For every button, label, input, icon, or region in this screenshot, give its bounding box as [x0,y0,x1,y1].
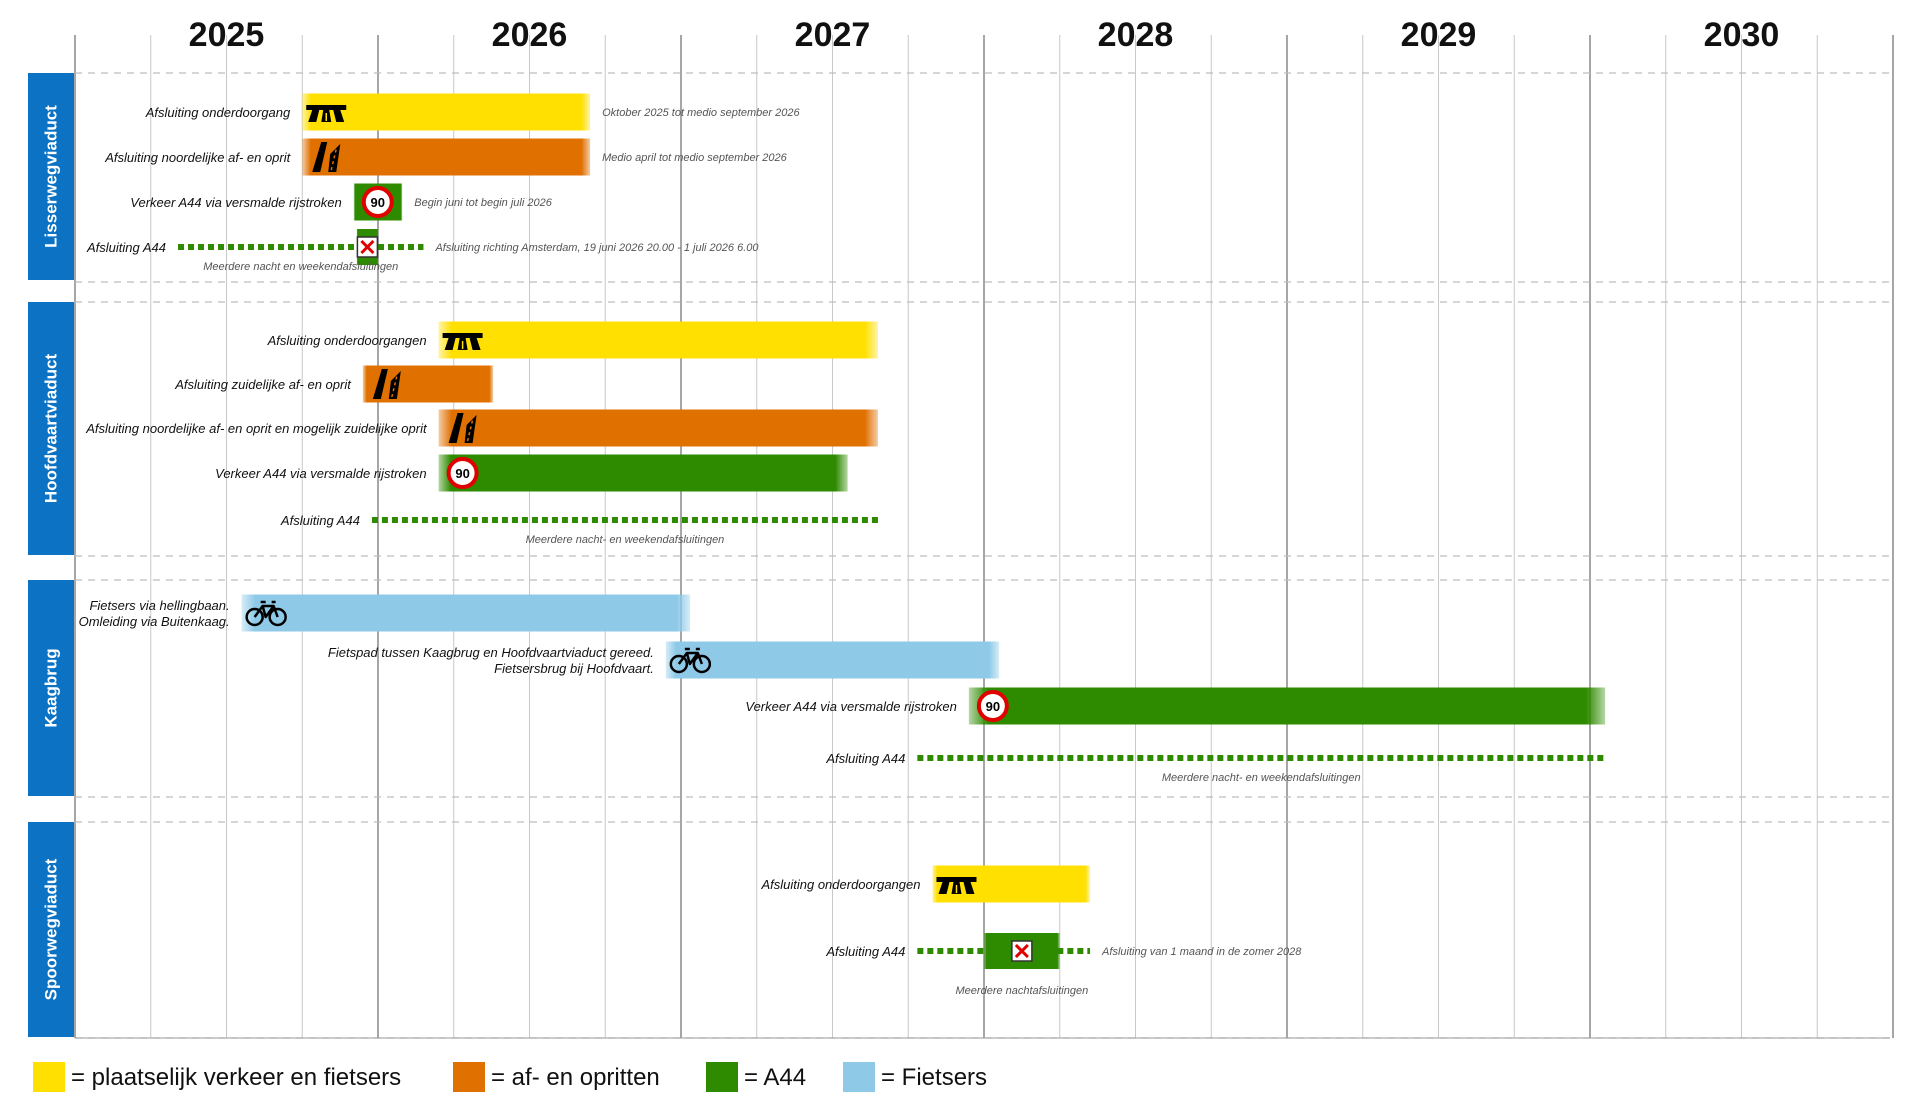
year-label: 2029 [1401,16,1477,54]
activity-bar [438,454,848,492]
timeline-row: Afsluiting noordelijke af- en oprit Medio… [104,138,788,176]
row-label: Afsluiting A44 [280,513,360,528]
activity-bar [302,138,591,176]
legend-swatch [33,1062,65,1092]
timeline-row: Afsluiting A44 Meerdere nacht- en weekend… [825,751,1606,784]
row-label: Afsluiting A44 [86,240,166,255]
ramp-icon [372,369,401,399]
timeline-row: Afsluiting onderdoorgang Oktober 2025 tot… [145,93,800,131]
section-title: Kaagbrug [42,648,61,727]
activity-bar [665,641,1000,679]
row-note: Afsluiting van 1 maand in de zomer 2028 [1101,946,1302,958]
row-label: Afsluiting A44 [825,944,905,959]
row-label: Omleiding via Buitenkaag. [79,614,230,629]
row-note: Afsluiting richting Amsterdam, 19 juni 2… [434,242,759,254]
row-note: Medio april tot medio september 2026 [602,152,788,164]
row-subnote: Meerdere nacht- en weekendafsluitingen [1162,772,1361,784]
section-tab [28,73,74,280]
svg-text:90: 90 [986,699,1000,714]
row-subnote: Meerdere nacht- en weekendafsluitingen [526,534,725,546]
timeline-row: Afsluiting A44 Meerdere nacht- en weekend… [280,513,878,546]
year-label: 2027 [795,16,871,54]
section: Hoofdvaartviaduct Afsluiting onderdoorgan… [28,302,878,555]
bicycle-icon [669,647,712,674]
section-tab [28,302,74,555]
speed-90-icon: 90 [976,690,1009,722]
timeline-row: 90 Verkeer A44 via versmalde rijstroken [215,454,848,492]
section: Spoorwegviaduct Afsluiting onderdoorgange… [28,822,1302,1037]
legend-label: = af- en opritten [491,1064,660,1091]
section-tab [28,580,74,796]
activity-bar [438,409,878,447]
row-label: Afsluiting onderdoorgangen [760,877,920,892]
legend-swatch [706,1062,738,1092]
svg-text:90: 90 [371,195,385,210]
row-label: Fietsers via hellingbaan. [89,598,229,613]
year-label: 2028 [1098,16,1174,54]
row-label: Fietspad tussen Kaagbrug en Hoofdvaartvi… [328,645,654,660]
row-label: Afsluiting noordelijke af- en oprit [104,150,291,165]
legend-label: = Fietsers [881,1064,987,1091]
row-label: Afsluiting A44 [825,751,905,766]
row-label: Afsluiting zuidelijke af- en oprit [174,377,352,392]
legend-label: = plaatselijk verkeer en fietsers [71,1064,401,1091]
year-label: 2030 [1704,16,1780,54]
timeline-row: Afsluiting zuidelijke af- en oprit [174,365,494,403]
closure-x-icon [1011,940,1033,962]
row-label: Verkeer A44 via versmalde rijstroken [130,195,341,210]
svg-text:90: 90 [455,466,469,481]
underpass-icon [306,105,347,122]
speed-90-icon: 90 [361,186,394,218]
year-label: 2026 [492,16,568,54]
row-subnote: Meerdere nachtafsluitingen [956,985,1089,997]
ramp-icon [312,142,341,172]
row-label: Fietsersbrug bij Hoofdvaart. [494,661,654,676]
timeline-row: 90 Verkeer A44 via versmalde rijstroken [745,687,1606,725]
section-title: Lisserwegviaduct [42,105,61,248]
row-label: Afsluiting noordelijke af- en oprit en m… [85,421,428,436]
bicycle-icon [245,600,287,627]
legend: = plaatselijk verkeer en fietsers = af- e… [33,1062,987,1092]
section-title: Hoofdvaartviaduct [42,354,61,504]
speed-90-icon: 90 [446,457,479,489]
underpass-icon [936,877,977,894]
activity-bar [438,321,878,359]
row-label: Afsluiting onderdoorgang [145,105,291,120]
timeline-row: Afsluiting onderdoorgangen [267,321,878,359]
timeline-row: Fietspad tussen Kaagbrug en Hoofdvaartvi… [328,641,1000,679]
timeline-row: Afsluiting onderdoorgangen [760,865,1091,903]
legend-swatch [843,1062,875,1092]
timeline-row: Afsluiting A44 Afsluiting richting Amster… [86,229,759,273]
row-label: Afsluiting onderdoorgangen [267,333,427,348]
timeline-row: Afsluiting A44 Afsluiting van 1 maand in … [825,933,1302,997]
underpass-icon [442,333,483,350]
timeline-row: Afsluiting noordelijke af- en oprit en m… [85,409,878,447]
section: Lisserwegviaduct Afsluiting onderdoorgang… [28,73,800,280]
ramp-icon [448,413,477,443]
closure-x-icon [356,236,379,258]
row-label: Verkeer A44 via versmalde rijstroken [215,466,426,481]
timeline-row: Fietsers via hellingbaan.Omleiding via B… [79,594,691,632]
row-subnote: Meerdere nacht en weekendafsluitingen [203,261,398,273]
row-label: Verkeer A44 via versmalde rijstroken [745,699,956,714]
activity-bar [302,93,591,131]
activity-bar [968,687,1606,725]
legend-label: = A44 [744,1064,806,1091]
activity-bar [241,594,691,632]
row-note: Oktober 2025 tot medio september 2026 [602,107,800,119]
row-note: Begin juni tot begin juli 2026 [414,197,552,209]
section: Kaagbrug Fietsers via hellingbaan.Omleidi… [28,580,1606,796]
section-title: Spoorwegviaduct [42,858,61,1000]
year-label: 2025 [189,16,265,54]
timeline-row: 90 Verkeer A44 via versmalde rijstroken Be… [130,183,553,221]
section-tab [28,822,74,1037]
legend-swatch [453,1062,485,1092]
